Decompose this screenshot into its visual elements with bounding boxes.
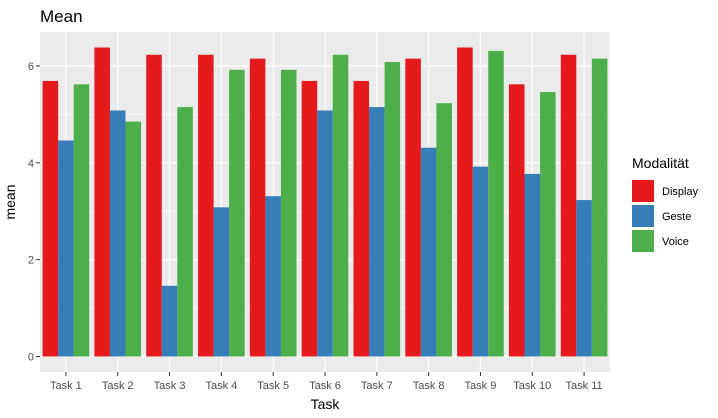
- bar-voice: [280, 69, 297, 357]
- bar-voice: [591, 58, 608, 357]
- x-tick-label: Task 10: [513, 380, 551, 392]
- bar-voice: [436, 103, 452, 357]
- bar-voice: [177, 107, 193, 357]
- bar-display: [249, 58, 266, 357]
- bar-geste: [369, 107, 385, 357]
- chart-title: Mean: [40, 7, 83, 26]
- legend-swatch-geste: [632, 205, 654, 227]
- y-axis-ticks: 0 2 4 6: [28, 61, 40, 364]
- bar-display: [94, 47, 110, 357]
- legend-label-display: Display: [662, 186, 699, 198]
- bar-display: [405, 58, 421, 357]
- bar-geste: [265, 196, 281, 357]
- bar-display: [301, 80, 318, 357]
- x-tick-label: Task 5: [257, 380, 289, 392]
- x-tick-label: Task 7: [361, 380, 393, 392]
- y-tick-label: 6: [28, 61, 34, 73]
- x-tick-label: Task 1: [50, 380, 82, 392]
- legend-label-geste: Geste: [662, 211, 691, 223]
- bars-group: [42, 47, 608, 357]
- bar-geste: [213, 207, 230, 357]
- bar-display: [198, 54, 214, 357]
- x-tick-label: Task 4: [205, 380, 237, 392]
- x-tick-label: Task 2: [102, 380, 134, 392]
- bar-voice: [125, 121, 142, 357]
- bar-geste: [317, 110, 333, 357]
- bar-geste: [161, 285, 178, 357]
- y-tick-label: 0: [28, 352, 34, 364]
- bar-geste: [420, 147, 437, 357]
- x-axis-ticks: Task 1 Task 2 Task 3 Task 4 Task 5 Task 6 Task…: [50, 372, 603, 392]
- bar-voice: [384, 62, 401, 357]
- bar-display: [146, 54, 162, 357]
- bar-voice: [332, 54, 349, 357]
- bar-geste: [472, 166, 489, 357]
- bar-voice: [540, 92, 556, 357]
- x-tick-label: Task 3: [154, 380, 186, 392]
- bar-display: [560, 54, 577, 357]
- bar-display: [508, 84, 525, 357]
- legend-swatch-voice: [632, 230, 654, 252]
- bar-geste: [109, 110, 126, 357]
- legend-label-voice: Voice: [662, 236, 689, 248]
- x-tick-label: Task 6: [309, 380, 341, 392]
- legend: Modalität Display Geste Voice: [632, 155, 699, 252]
- bar-geste: [58, 140, 74, 357]
- bar-voice: [488, 50, 504, 357]
- bar-display: [42, 80, 59, 357]
- bar-voice: [229, 69, 245, 357]
- legend-swatch-display: [632, 180, 654, 202]
- x-tick-label: Task 11: [566, 380, 603, 392]
- x-tick-label: Task 8: [413, 380, 445, 392]
- bar-geste: [576, 200, 592, 357]
- y-axis-title: mean: [2, 184, 18, 219]
- bar-voice: [73, 84, 90, 357]
- bar-geste: [524, 173, 541, 357]
- y-tick-label: 4: [28, 158, 34, 170]
- bar-display: [353, 80, 370, 357]
- y-tick-label: 2: [28, 255, 34, 267]
- bar-display: [457, 47, 473, 357]
- x-tick-label: Task 9: [465, 380, 497, 392]
- x-axis-title: Task: [311, 396, 341, 412]
- legend-title: Modalität: [632, 155, 689, 171]
